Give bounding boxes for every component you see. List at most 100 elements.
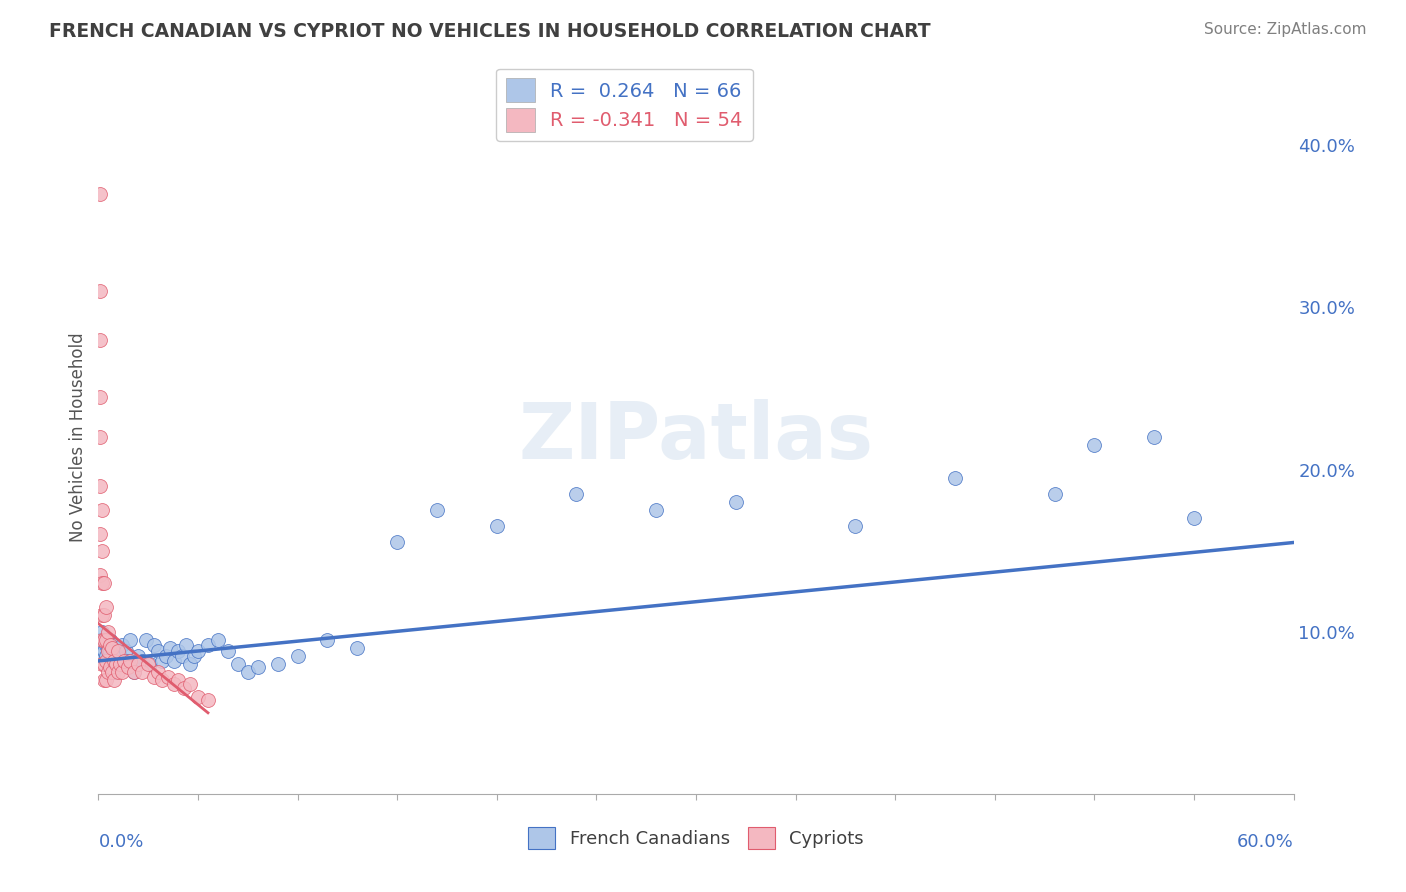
- Point: [98, 644, 122, 658]
- Point: [246, 660, 269, 674]
- Point: [96, 638, 118, 652]
- Point: [1182, 511, 1205, 525]
- Point: [179, 657, 201, 672]
- Point: [93, 657, 115, 672]
- Point: [287, 648, 309, 663]
- Point: [217, 644, 239, 658]
- Point: [426, 503, 449, 517]
- Point: [385, 535, 409, 549]
- Point: [267, 657, 290, 672]
- Point: [174, 638, 197, 652]
- Point: [91, 624, 114, 639]
- Point: [97, 665, 120, 680]
- Point: [179, 676, 201, 690]
- Point: [117, 654, 139, 668]
- Point: [107, 644, 129, 658]
- Point: [187, 644, 209, 658]
- Point: [103, 638, 125, 652]
- Point: [98, 632, 122, 647]
- Point: [89, 186, 111, 201]
- Point: [93, 644, 115, 658]
- Point: [844, 519, 866, 533]
- Point: [346, 640, 368, 655]
- Point: [173, 681, 195, 696]
- Text: ZIPatlas: ZIPatlas: [519, 399, 873, 475]
- Point: [127, 648, 149, 663]
- Point: [89, 390, 111, 404]
- Point: [157, 670, 180, 684]
- Point: [167, 644, 190, 658]
- Point: [91, 543, 114, 558]
- Point: [148, 665, 170, 680]
- Point: [143, 670, 166, 684]
- Point: [187, 690, 209, 704]
- Point: [183, 648, 205, 663]
- Point: [91, 576, 114, 591]
- Y-axis label: No Vehicles in Household: No Vehicles in Household: [69, 332, 87, 542]
- Point: [943, 470, 966, 484]
- Point: [127, 657, 149, 672]
- Point: [226, 657, 249, 672]
- Point: [103, 654, 125, 668]
- Point: [167, 673, 190, 688]
- Legend: French Canadians, Cypriots: French Canadians, Cypriots: [520, 820, 872, 856]
- Point: [93, 608, 115, 623]
- Point: [163, 676, 186, 690]
- Point: [96, 673, 118, 688]
- Point: [89, 568, 111, 582]
- Point: [91, 657, 114, 672]
- Point: [97, 652, 120, 666]
- Point: [89, 333, 111, 347]
- Point: [207, 632, 229, 647]
- Point: [111, 665, 134, 680]
- Point: [120, 654, 142, 668]
- Point: [110, 657, 132, 672]
- Point: [96, 654, 118, 668]
- Point: [98, 638, 122, 652]
- Point: [159, 640, 181, 655]
- Point: [107, 665, 129, 680]
- Point: [110, 648, 132, 663]
- Point: [135, 632, 157, 647]
- Point: [93, 632, 115, 647]
- Point: [105, 657, 128, 672]
- Point: [197, 638, 219, 652]
- Point: [121, 657, 143, 672]
- Point: [103, 665, 125, 680]
- Point: [101, 665, 124, 680]
- Point: [93, 673, 115, 688]
- Point: [112, 654, 135, 668]
- Text: FRENCH CANADIAN VS CYPRIOT NO VEHICLES IN HOUSEHOLD CORRELATION CHART: FRENCH CANADIAN VS CYPRIOT NO VEHICLES I…: [49, 22, 931, 41]
- Point: [131, 654, 153, 668]
- Point: [105, 657, 128, 672]
- Point: [1083, 438, 1105, 452]
- Point: [91, 640, 114, 655]
- Point: [89, 632, 111, 647]
- Point: [115, 644, 138, 658]
- Point: [645, 503, 668, 517]
- Point: [139, 657, 162, 672]
- Point: [97, 624, 120, 639]
- Point: [97, 644, 120, 658]
- Point: [93, 576, 115, 591]
- Point: [143, 638, 166, 652]
- Point: [101, 654, 124, 668]
- Point: [163, 654, 186, 668]
- Point: [89, 430, 111, 444]
- Point: [124, 665, 146, 680]
- Point: [105, 644, 128, 658]
- Text: Source: ZipAtlas.com: Source: ZipAtlas.com: [1204, 22, 1367, 37]
- Point: [117, 660, 139, 674]
- Point: [93, 632, 115, 647]
- Point: [485, 519, 508, 533]
- Point: [148, 644, 170, 658]
- Point: [96, 632, 118, 647]
- Text: 60.0%: 60.0%: [1237, 833, 1294, 851]
- Point: [172, 648, 194, 663]
- Point: [197, 693, 219, 707]
- Point: [155, 648, 177, 663]
- Point: [112, 657, 135, 672]
- Point: [91, 608, 114, 623]
- Point: [316, 632, 339, 647]
- Point: [91, 503, 114, 517]
